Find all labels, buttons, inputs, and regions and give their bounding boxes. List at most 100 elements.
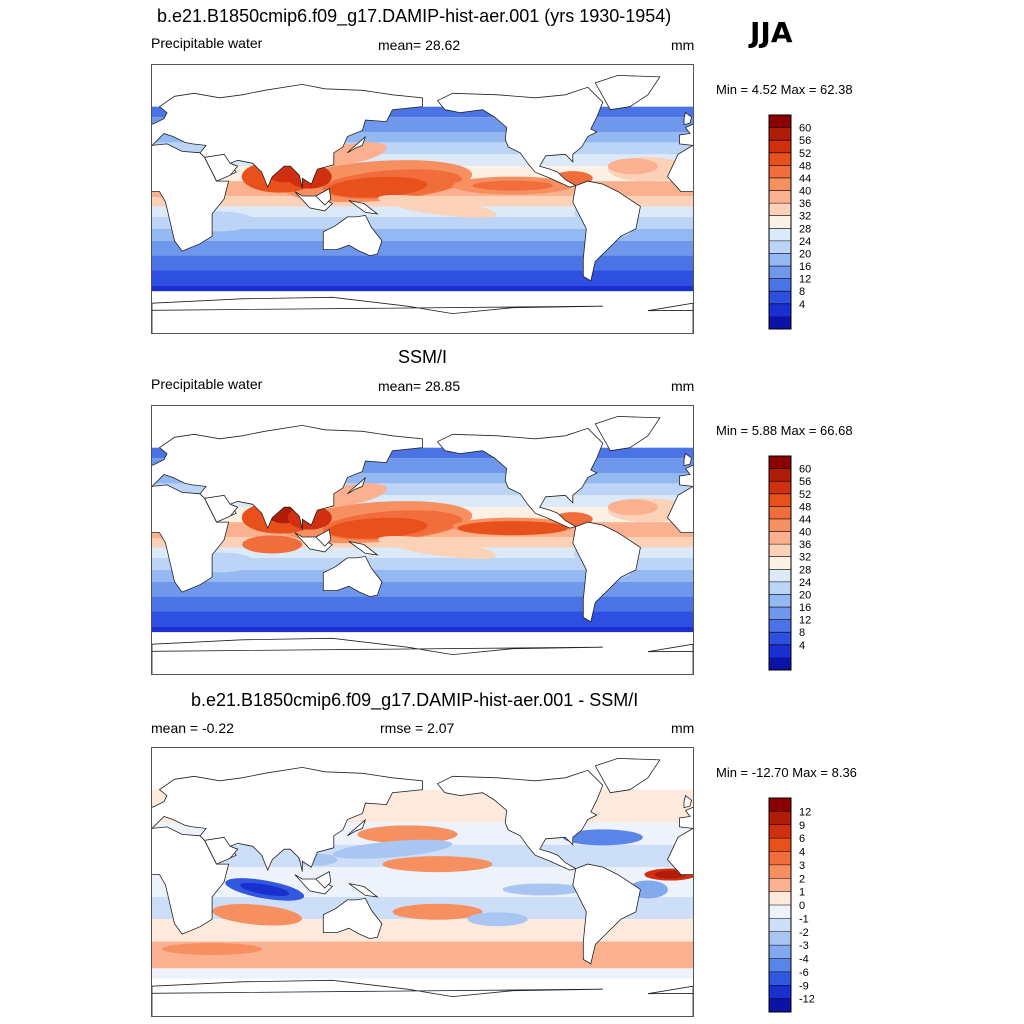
field-band	[152, 255, 693, 271]
colorbar-box	[769, 918, 791, 933]
coastline	[572, 521, 641, 623]
field-band	[152, 228, 693, 241]
coastline	[347, 819, 366, 837]
colorbar-box	[769, 891, 791, 906]
colorbar-box	[769, 594, 791, 608]
field-band	[152, 285, 693, 292]
colorbar-box	[769, 303, 791, 317]
coastline	[647, 302, 693, 333]
colorbar-box	[769, 203, 791, 217]
colorbar-tick-label: 32	[799, 211, 811, 223]
colorbar-box	[769, 506, 791, 520]
colorbar-box	[769, 958, 791, 973]
colorbar-tick-label: -4	[799, 954, 809, 966]
colorbar-box	[769, 945, 791, 959]
colorbar-box	[769, 493, 791, 507]
panel-2-mean: mean= 28.85	[378, 378, 461, 394]
colorbar-box	[769, 851, 791, 866]
colorbar-tick-label: 8	[799, 286, 805, 298]
colorbar-tick-label: -1	[799, 913, 809, 925]
mask	[152, 632, 693, 641]
colorbar-box	[769, 581, 791, 595]
field-contour	[357, 825, 458, 844]
coastline	[647, 985, 693, 1016]
colorbar-box	[769, 240, 791, 254]
colorbar-tick-label: 16	[799, 261, 811, 273]
colorbar-tick-label: 52	[799, 489, 811, 501]
coastline	[679, 123, 693, 146]
field-contour	[654, 870, 687, 879]
field-contour	[607, 158, 658, 175]
colorbar-box	[769, 228, 791, 242]
coastline	[572, 863, 641, 965]
coastline	[436, 86, 604, 188]
coastline	[315, 528, 332, 547]
colorbar-tick-label: 4	[799, 847, 805, 859]
colorbar-tick-label: 56	[799, 135, 811, 147]
colorbar-box	[769, 140, 791, 154]
colorbar-box	[769, 998, 791, 1013]
coastline	[667, 144, 693, 192]
colorbar-box	[769, 644, 791, 658]
colorbar-tick-label: 16	[799, 602, 811, 614]
colorbar-box	[769, 456, 791, 469]
coastline	[683, 452, 692, 467]
colorbar-box	[769, 152, 791, 166]
colorbar-frame	[768, 114, 792, 330]
colorbar-tick-label: 12	[799, 615, 811, 627]
colorbar-tick-label: 48	[799, 160, 811, 172]
colorbar-box	[769, 544, 791, 558]
panel-1-left-label: Precipitable water	[151, 35, 263, 51]
colorbar-tick-label: 44	[799, 514, 811, 526]
colorbar-tick-label: 24	[799, 577, 811, 589]
panel-1-colorbar: 60 56 52 48 44 40 36 32 28 24 20 16 12 8 4	[768, 114, 811, 330]
colorbar-box	[769, 798, 791, 812]
coastline	[436, 427, 604, 529]
colorbar-box	[769, 253, 791, 267]
coastline	[203, 494, 239, 523]
panel-2-colorbar: 60 56 52 48 44 40 36 32 28 24 20 16 12 8 4	[768, 455, 811, 671]
coastline	[203, 836, 239, 865]
colorbar-box	[769, 468, 791, 482]
colorbar-tick-label: -6	[799, 967, 809, 979]
colorbar-box	[769, 190, 791, 204]
panel-3-colorbar: 12 9 6 4 3 2 1 0 -1 -2 -3 -4 -6 -9 -12	[768, 797, 815, 1013]
panel-2-units: mm	[671, 378, 695, 394]
field-contour	[162, 943, 263, 955]
coastline	[348, 883, 379, 898]
colorbar-tick-label: 20	[799, 589, 811, 601]
coastline	[647, 643, 693, 674]
field-band	[152, 919, 693, 942]
panel-2-title: SSM/I	[398, 347, 448, 367]
field-band	[152, 473, 693, 484]
colorbar-frame	[768, 455, 792, 671]
colorbar-tick-label: 4	[799, 299, 805, 311]
field-band	[152, 132, 693, 143]
coastline	[294, 874, 333, 895]
colorbar-box	[769, 657, 791, 671]
field-contour	[332, 839, 453, 859]
colorbar-tick-label: 12	[799, 806, 811, 818]
colorbar-tick-label: 48	[799, 501, 811, 513]
panel-3-mean: mean = -0.22	[151, 720, 234, 736]
colorbar-tick-label: 3	[799, 860, 805, 872]
coastline	[683, 111, 692, 126]
coastline	[152, 979, 603, 1016]
panel-1-map	[151, 64, 694, 334]
colorbar-box	[769, 607, 791, 620]
coastline	[322, 555, 383, 598]
coastline	[322, 897, 383, 940]
panel-1-minmax: Min = 4.52 Max = 62.38	[716, 82, 853, 97]
colorbar-tick-label: 8	[799, 627, 805, 639]
panel-3-rmse: rmse = 2.07	[380, 720, 455, 736]
coastline	[679, 464, 693, 487]
colorbar-box	[769, 878, 791, 892]
coastline	[315, 870, 332, 889]
coastline	[667, 485, 693, 533]
field-contour	[457, 521, 568, 536]
colorbar-box	[769, 971, 791, 986]
coastline	[348, 200, 379, 215]
field-band	[152, 596, 693, 612]
colorbar-tick-label: -12	[799, 994, 815, 1006]
coastline	[203, 153, 239, 182]
